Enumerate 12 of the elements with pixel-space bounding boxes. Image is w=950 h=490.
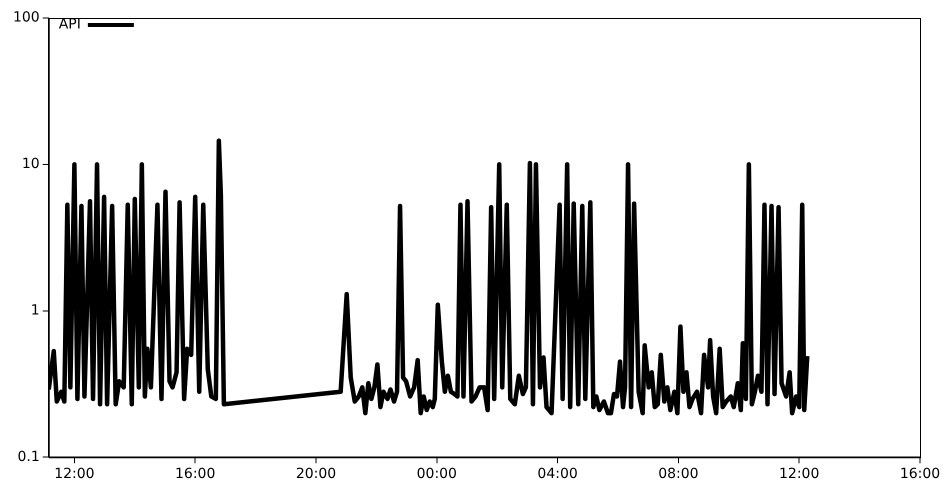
x-tick-label: 12:00 (54, 466, 95, 482)
y-tick-label: 1 (30, 302, 40, 318)
x-tick-label: 12:00 (779, 466, 820, 482)
x-tick-label: 16:00 (900, 466, 940, 482)
y-tick-label: 100 (12, 10, 40, 26)
y-tick-label: 10 (22, 156, 40, 172)
y-tick-label: 0.1 (17, 448, 40, 465)
x-tick-label: 16:00 (175, 466, 216, 482)
x-tick-label: 20:00 (296, 466, 336, 482)
x-tick-label: 08:00 (658, 466, 699, 482)
x-tick-label: 04:00 (537, 466, 578, 482)
x-tick-label: 00:00 (416, 466, 457, 482)
